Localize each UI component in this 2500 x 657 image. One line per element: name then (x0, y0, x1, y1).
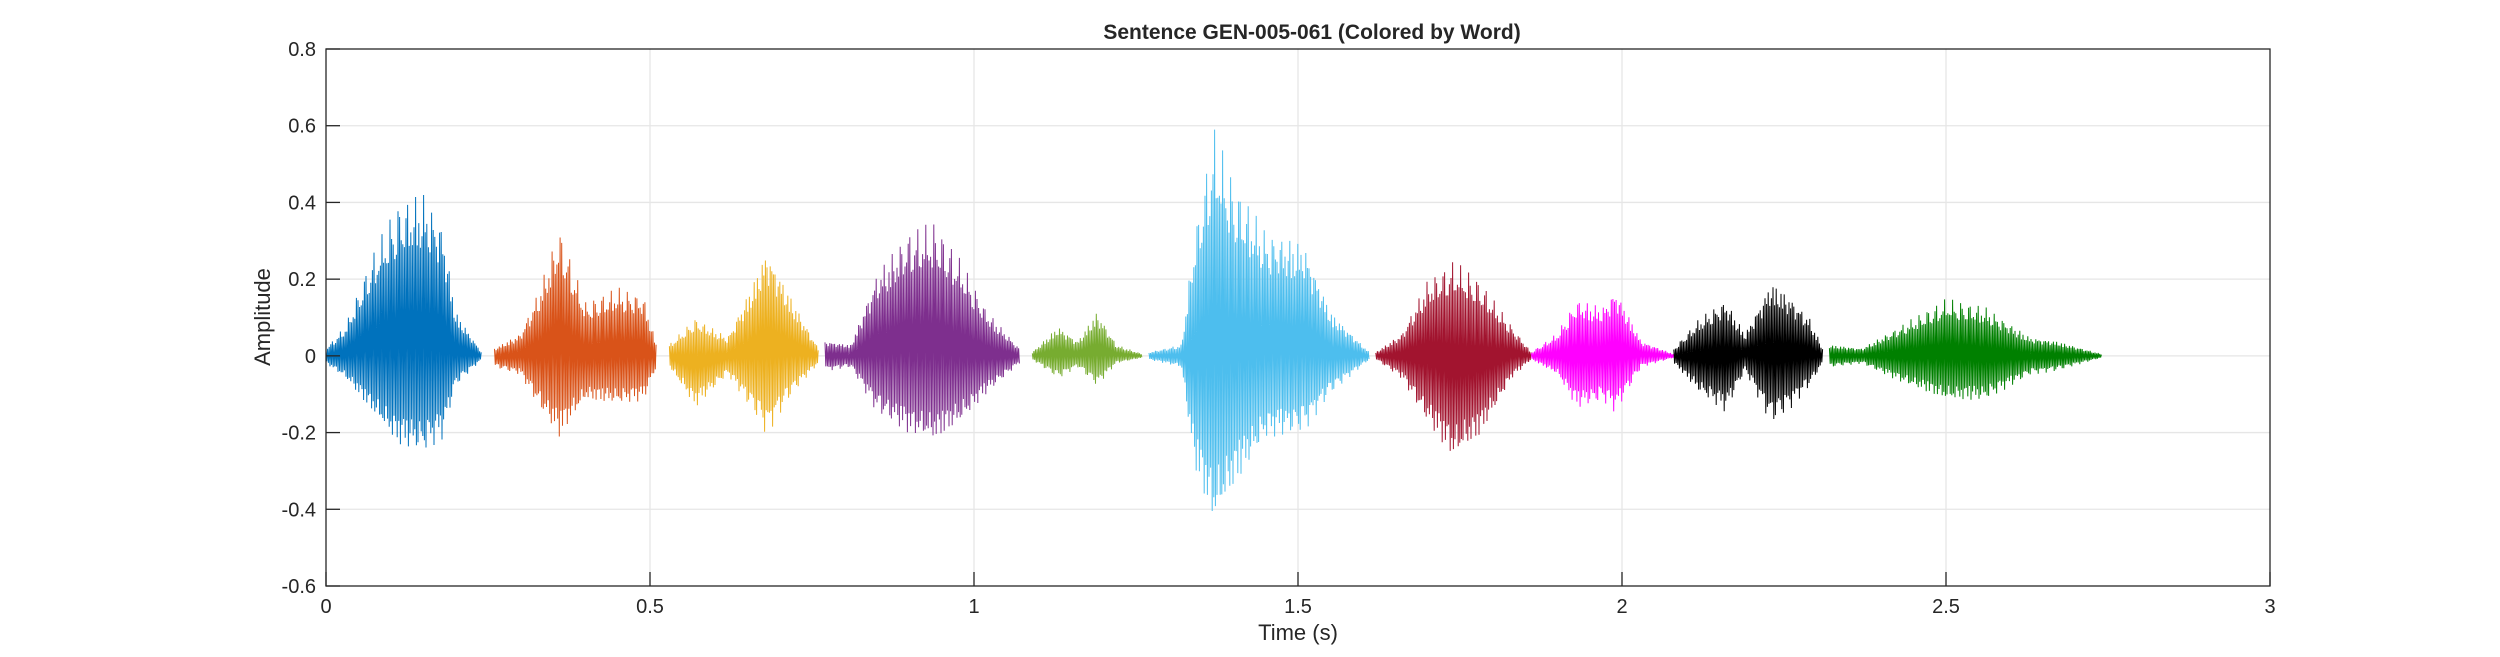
y-tick-label: -0.6 (282, 576, 316, 598)
word-waveform-9 (1673, 287, 1824, 420)
y-axis-label: Amplitude (250, 268, 275, 366)
word-waveform-2 (494, 237, 657, 437)
x-tick-label: 0.5 (636, 596, 664, 618)
chart-title: Sentence GEN-005-061 (Colored by Word) (1103, 21, 1520, 44)
x-tick-label: 0 (320, 596, 331, 618)
x-axis-label: Time (s) (1258, 620, 1338, 645)
y-tick-label: -0.2 (282, 423, 316, 445)
y-tick-label: 0.4 (288, 192, 316, 214)
word-waveform-8 (1530, 298, 1675, 412)
waveform-series (325, 129, 2102, 512)
word-waveform-1 (325, 194, 482, 448)
x-axis: 0 0.5 1 1.5 2 2.5 3 (320, 572, 2276, 618)
word-waveform-6 (1148, 129, 1370, 512)
word-waveform-3 (668, 260, 819, 432)
word-waveform-4 (824, 224, 1020, 436)
y-axis: -0.6 -0.4 -0.2 0 0.2 0.4 0.6 0.8 (282, 39, 340, 598)
x-tick-label: 1 (968, 596, 979, 618)
y-tick-label: -0.4 (282, 499, 316, 521)
y-tick-label: 0.2 (288, 269, 316, 291)
word-waveform-7 (1375, 262, 1532, 451)
word-waveform-5 (1031, 313, 1143, 384)
x-tick-label: 2 (1616, 596, 1627, 618)
y-tick-label: 0.8 (288, 39, 316, 61)
y-tick-label: 0.6 (288, 116, 316, 138)
y-tick-label: 0 (305, 346, 316, 368)
x-tick-label: 2.5 (1932, 596, 1960, 618)
x-tick-label: 1.5 (1284, 596, 1312, 618)
x-tick-label: 3 (2264, 596, 2275, 618)
word-waveform-10 (1828, 299, 2102, 400)
